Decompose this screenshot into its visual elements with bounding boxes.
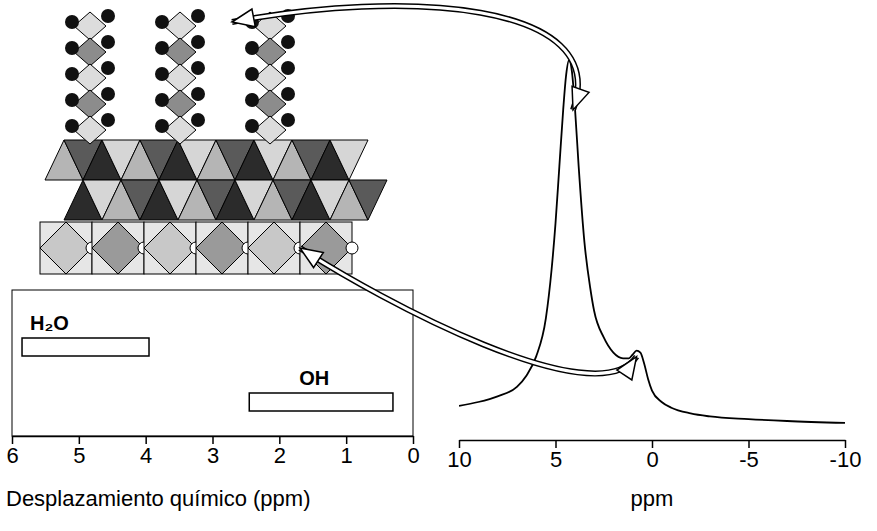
tick-label: 5 (73, 443, 85, 468)
arrow-body (300, 248, 637, 373)
tick: 0 (646, 440, 658, 472)
atom (245, 119, 259, 133)
tick-label: 0 (646, 447, 658, 472)
tick: 1 (341, 436, 353, 468)
tick-label: -5 (739, 447, 759, 472)
tick-label: 3 (207, 443, 219, 468)
arrows (232, 6, 637, 380)
spectrum-line (459, 60, 845, 423)
atom (65, 15, 79, 29)
atom (281, 87, 295, 101)
atom (281, 35, 295, 49)
octahedron-face (196, 222, 248, 274)
tick-label: -10 (830, 447, 862, 472)
octahedron-face (144, 222, 196, 274)
lines (459, 60, 845, 423)
atom (281, 113, 295, 127)
atom (245, 93, 259, 107)
atom (101, 35, 115, 49)
spectrum-chart: 10 5 0 -5 -10 ppm (447, 60, 861, 511)
range-label: OH (299, 367, 329, 389)
atom (155, 119, 169, 133)
atom (155, 93, 169, 107)
range-bar (249, 393, 393, 411)
tick-label: 2 (274, 443, 286, 468)
octahedron-face (248, 222, 300, 274)
octahedron (40, 222, 92, 274)
octahedron-face (40, 222, 92, 274)
tick: 6 (6, 436, 18, 468)
tick: 10 (447, 440, 471, 472)
atom (191, 35, 205, 49)
tetrahedron (349, 180, 387, 220)
arrow-head (617, 357, 637, 380)
arrow-outline (300, 248, 637, 373)
atom (155, 67, 169, 81)
arrow-head (572, 86, 589, 110)
arrow-head (300, 248, 323, 268)
arrow-outline (232, 6, 578, 110)
figure: H₂OOH6543210Desplazamiento químico (ppm)… (0, 0, 877, 531)
tick: -5 (739, 440, 759, 472)
atom (155, 15, 169, 29)
x-axis: 6 5 4 3 2 1 0 (6, 436, 419, 468)
plot-frame (12, 290, 413, 436)
range-bar (22, 338, 149, 356)
tick: 5 (73, 436, 85, 468)
tick: 2 (274, 436, 286, 468)
atom (101, 61, 115, 75)
atom (191, 113, 205, 127)
octahedron (144, 222, 196, 274)
cation (346, 242, 358, 254)
atom (281, 61, 295, 75)
atom (155, 41, 169, 55)
tick-label: 6 (6, 443, 18, 468)
tick-label: 1 (341, 443, 353, 468)
atom (65, 67, 79, 81)
structure-drawing (40, 9, 387, 274)
octahedron (92, 222, 144, 274)
tick-label: 0 (407, 443, 419, 468)
tick: 0 (407, 436, 419, 468)
atom (65, 119, 79, 133)
atom (191, 61, 205, 75)
atom (101, 87, 115, 101)
tick: 3 (207, 436, 219, 468)
octahedron-face (92, 222, 144, 274)
x-axis: 10 5 0 -5 -10 (447, 440, 861, 472)
atom (101, 113, 115, 127)
atom (245, 41, 259, 55)
arrow-head (232, 9, 255, 27)
bars (22, 338, 393, 411)
tick: 4 (140, 436, 152, 468)
axis-title: ppm (631, 486, 674, 511)
tick-label: 10 (447, 447, 471, 472)
atom (65, 41, 79, 55)
tick: -10 (830, 440, 862, 472)
axis-title: Desplazamiento químico (ppm) (6, 486, 310, 511)
tick: 5 (550, 440, 562, 472)
octahedron (196, 222, 248, 274)
atom (245, 67, 259, 81)
tetrahedron (330, 140, 368, 180)
tick-label: 4 (140, 443, 152, 468)
range-label: H₂O (30, 312, 69, 334)
atom (191, 9, 205, 23)
range-chart: H₂O OH 6 5 4 3 2 1 0 Desplazamiento químico (ppm) (6, 290, 420, 511)
atom (191, 87, 205, 101)
atom (65, 93, 79, 107)
arrow-body (232, 6, 578, 110)
octahedron (248, 222, 300, 274)
atom (101, 9, 115, 23)
tick-label: 5 (550, 447, 562, 472)
